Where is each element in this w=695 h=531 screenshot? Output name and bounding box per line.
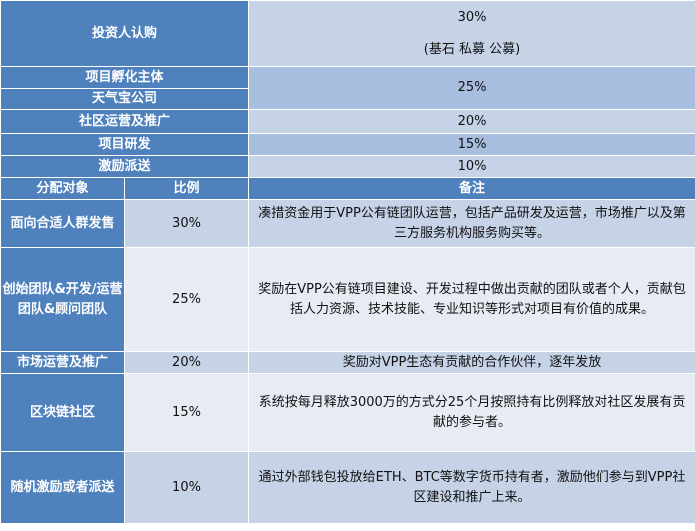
investor-pct: 30%: [457, 9, 487, 25]
community-pct: 20%: [248, 109, 695, 134]
row-ratio: 10%: [123, 451, 250, 524]
incubator-row: 项目孵化主体 25%: [0, 66, 695, 110]
investor-row: 投资人认购 30% (基石 私募 公募): [0, 0, 695, 67]
table-row: 随机激励或者派送 10% 通过外部钱包投放给ETH、BTC等数字货币持有者，激励…: [0, 451, 695, 524]
row-note: 通过外部钱包投放给ETH、BTC等数字货币持有者，激励他们参与到VPP社区建设和…: [248, 451, 695, 524]
community-label: 社区运营及推广: [0, 109, 250, 134]
table-header: 分配对象 比例 备注: [0, 177, 695, 200]
table-row: 面向合适人群发售 30% 凑措资金用于VPP公有链团队运营，包括产品研发及运营，…: [0, 199, 695, 248]
company-row: 天气宝公司: [0, 88, 695, 110]
rnd-row: 项目研发 15%: [0, 133, 695, 156]
row-ratio: 15%: [123, 373, 250, 452]
row-ratio: 20%: [123, 351, 250, 374]
row-note: 奖励在VPP公有链项目建设、开发过程中做出贡献的团队或者个人，贡献包括人力资源、…: [248, 247, 695, 352]
row-ratio: 30%: [123, 199, 250, 248]
row-ratio: 25%: [123, 247, 250, 352]
header-target: 分配对象: [0, 177, 125, 200]
row-target: 市场运营及推广: [0, 351, 125, 374]
incubator-label: 项目孵化主体: [0, 66, 250, 89]
incentive-pct: 10%: [248, 155, 695, 178]
investor-label: 投资人认购: [0, 0, 250, 67]
header-ratio: 比例: [123, 177, 250, 200]
table-row: 创始团队&开发/运营团队&顾问团队 25% 奖励在VPP公有链项目建设、开发过程…: [0, 247, 695, 352]
investor-cell: 30% (基石 私募 公募): [248, 0, 695, 67]
table-row: 区块链社区 15% 系统按每月释放3000万的方式分25个月按照持有比例释放对社…: [0, 373, 695, 452]
incentive-row: 激励派送 10%: [0, 155, 695, 178]
row-note: 奖励对VPP生态有贡献的合作伙伴，逐年发放: [248, 351, 695, 374]
investor-sub: (基石 私募 公募): [423, 41, 521, 57]
community-row: 社区运营及推广 20%: [0, 109, 695, 134]
row-target: 创始团队&开发/运营团队&顾问团队: [0, 247, 125, 352]
row-note: 凑措资金用于VPP公有链团队运营，包括产品研发及运营，市场推广以及第三方服务机构…: [248, 199, 695, 248]
table-row: 市场运营及推广 20% 奖励对VPP生态有贡献的合作伙伴，逐年发放: [0, 351, 695, 374]
row-target: 区块链社区: [0, 373, 125, 452]
rnd-label: 项目研发: [0, 133, 250, 156]
company-label: 天气宝公司: [0, 88, 250, 110]
row-target: 面向合适人群发售: [0, 199, 125, 248]
rnd-pct: 15%: [248, 133, 695, 156]
row-target: 随机激励或者派送: [0, 451, 125, 524]
incubator-pct: 25%: [248, 66, 695, 110]
incentive-label: 激励派送: [0, 155, 250, 178]
row-note: 系统按每月释放3000万的方式分25个月按照持有比例释放对社区发展有贡献的参与者…: [248, 373, 695, 452]
header-note: 备注: [248, 177, 695, 200]
